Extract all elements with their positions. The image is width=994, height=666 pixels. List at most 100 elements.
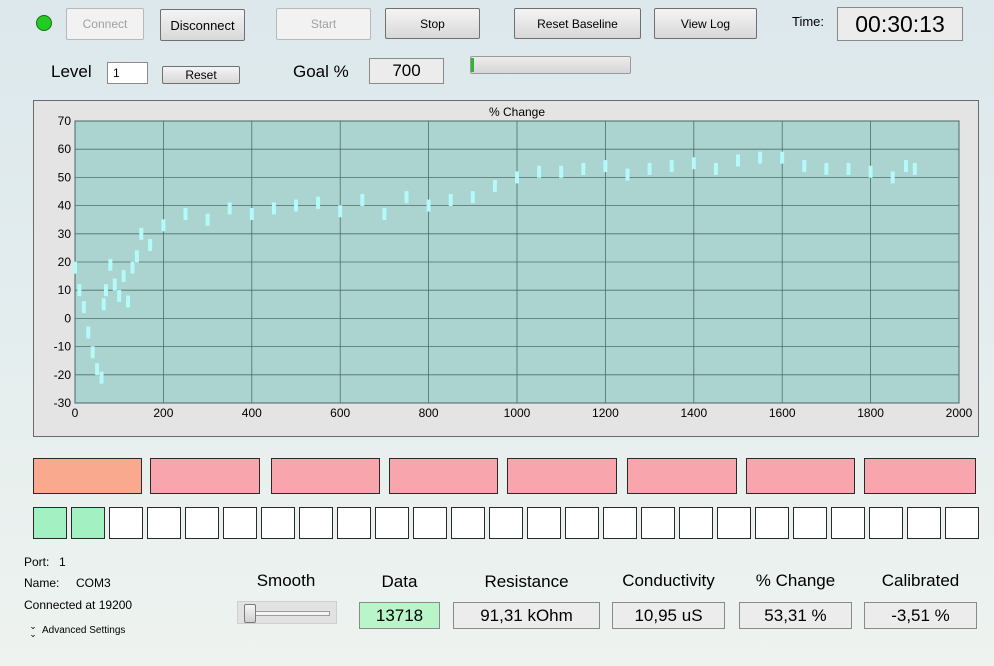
conductivity-label: Conductivity (622, 571, 715, 590)
data-point (294, 199, 298, 212)
level-input[interactable]: 1 (107, 62, 148, 84)
status-bar-3 (271, 458, 380, 494)
port-label: Port: (24, 555, 50, 569)
data-point (492, 179, 497, 192)
data-point (126, 295, 131, 308)
conductivity-value: 10,95 uS (612, 602, 725, 629)
x-tick-label: 1400 (680, 406, 707, 420)
data-point (130, 261, 135, 274)
x-tick-label: 800 (419, 406, 439, 420)
data-point (95, 363, 100, 376)
data-point (691, 157, 696, 170)
data-point (426, 199, 431, 212)
data-point (249, 208, 254, 221)
data-point (780, 151, 785, 164)
resistance-value: 91,31 kOhm (453, 602, 600, 629)
data-point (824, 162, 829, 175)
disconnect-button[interactable]: Disconnect (160, 9, 245, 41)
advanced-settings-label: Advanced Settings (42, 624, 126, 636)
connection-status-led (36, 15, 52, 31)
level-indicator-box (489, 507, 523, 539)
level-indicator-box (565, 507, 599, 539)
double-chevron-down-icon: ⌄ ⌄ (29, 621, 37, 639)
x-tick-label: 600 (330, 406, 350, 420)
percent-change-value: 53,31 % (739, 602, 852, 629)
level-reset-button[interactable]: Reset (162, 66, 240, 84)
data-point (101, 298, 106, 311)
y-tick-label: 20 (58, 255, 72, 269)
data-point (73, 261, 77, 274)
data-point (581, 162, 586, 175)
connection-status-text: Connected at 19200 (24, 598, 133, 612)
status-bar-6 (627, 458, 737, 494)
chart-panel: 0 200 400 600 800 1000 1200 1400 1600 1800 2000 70 6… (33, 100, 979, 437)
x-tick-label: 1800 (857, 406, 884, 420)
level-indicator-box (109, 507, 143, 539)
data-point (515, 171, 519, 184)
data-label: Data (381, 572, 418, 591)
level-indicator-box (413, 507, 447, 539)
data-point (90, 346, 95, 359)
advanced-settings-toggle[interactable]: ⌄ ⌄ Advanced Settings (28, 621, 126, 639)
data-point (404, 191, 409, 204)
level-indicator-box (679, 507, 713, 539)
y-tick-label: 60 (58, 142, 72, 156)
calibrated-value: -3,51 % (864, 602, 977, 629)
view-log-button[interactable]: View Log (654, 8, 757, 39)
port-value: 1 (59, 555, 66, 569)
chart-title: % Change (489, 105, 545, 119)
status-bar-2 (150, 458, 260, 494)
data-point (77, 284, 82, 297)
level-label: Level (51, 62, 92, 81)
status-bar-8 (864, 458, 976, 494)
level-indicator-box (603, 507, 637, 539)
data-point (559, 165, 564, 178)
y-tick-label: 10 (58, 283, 72, 297)
data-point (183, 208, 188, 221)
data-point (108, 258, 113, 271)
data-point (912, 162, 917, 175)
data-point (890, 171, 895, 184)
percent-change-chart: 0 200 400 600 800 1000 1200 1400 1600 1800 2000706… (54, 105, 973, 420)
port-name-value: COM3 (76, 576, 111, 590)
data-point (316, 196, 321, 209)
level-indicator-box (755, 507, 789, 539)
level-indicator-box (261, 507, 295, 539)
y-tick-label: 30 (58, 227, 72, 241)
data-point (121, 270, 126, 283)
x-tick-label: 2000 (946, 406, 973, 420)
data-point (139, 227, 144, 240)
y-tick-label: -30 (54, 396, 72, 410)
y-tick-label: 70 (58, 114, 72, 128)
status-bar-7 (746, 458, 855, 494)
data-point (134, 250, 139, 263)
resistance-label: Resistance (484, 572, 569, 591)
data-point (81, 301, 86, 314)
y-tick-label: 50 (58, 170, 72, 184)
reset-baseline-button[interactable]: Reset Baseline (514, 8, 641, 39)
data-point (271, 202, 276, 215)
data-point (338, 205, 343, 218)
percent-change-label: % Change (755, 571, 836, 590)
data-point (470, 191, 475, 204)
level-indicator-box (869, 507, 903, 539)
smooth-slider-thumb[interactable] (244, 604, 256, 623)
goal-progress-bar (470, 56, 631, 74)
level-indicator-box (717, 507, 751, 539)
data-point (227, 202, 232, 215)
stop-button[interactable]: Stop (385, 8, 480, 39)
time-label: Time: (792, 14, 825, 29)
data-point (603, 160, 608, 173)
data-point (117, 289, 122, 302)
start-button[interactable]: Start (276, 8, 371, 40)
data-point (86, 326, 91, 339)
data-point (161, 219, 166, 232)
data-point (537, 165, 542, 178)
status-bar-1 (33, 458, 142, 494)
connect-button[interactable]: Connect (66, 8, 144, 40)
data-point (148, 239, 153, 252)
smooth-slider[interactable] (237, 601, 337, 624)
data-point (112, 278, 117, 291)
x-tick-label: 400 (242, 406, 262, 420)
level-indicator-box (185, 507, 219, 539)
